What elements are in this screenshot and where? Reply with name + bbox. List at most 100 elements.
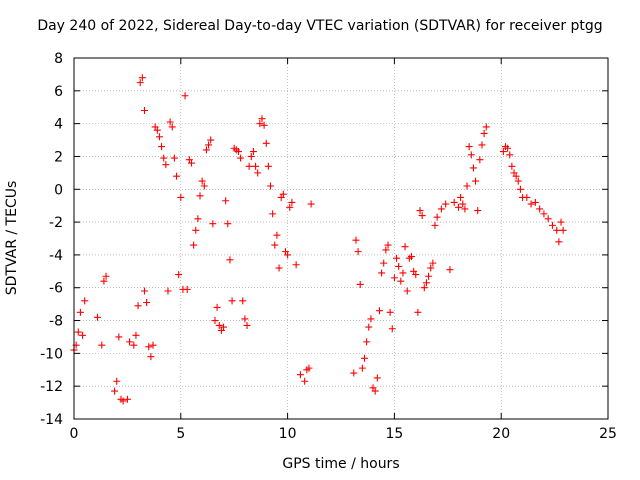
data-point [395, 262, 403, 270]
data-point [145, 343, 153, 351]
data-point [499, 148, 507, 156]
data-point [442, 200, 450, 208]
y-tick-label: -12 [40, 379, 63, 395]
data-point [286, 203, 294, 211]
data-point [228, 297, 236, 305]
data-point [100, 277, 108, 285]
data-point [275, 264, 283, 272]
data-point [365, 323, 373, 331]
data-point [393, 254, 401, 262]
data-point [284, 251, 292, 259]
data-point [198, 177, 206, 185]
y-tick-label: -8 [49, 314, 63, 330]
data-point [211, 317, 219, 325]
data-point [113, 377, 121, 385]
data-point [93, 313, 101, 321]
data-point [504, 144, 512, 152]
data-point [457, 193, 465, 201]
data-point [555, 238, 563, 246]
data-point [427, 264, 435, 272]
axis-ticks: 0 5 10 15 20 25 -14 -12 -10 -8 -6 -4 -2 0 2 4 6 8 [40, 51, 617, 442]
y-tick-label: -6 [49, 281, 63, 297]
data-point [352, 236, 360, 244]
data-point [356, 280, 364, 288]
data-point [454, 203, 462, 211]
data-point [239, 297, 247, 305]
data-point [224, 220, 232, 228]
data-point [247, 152, 255, 160]
data-point [271, 241, 279, 249]
data-point [371, 387, 379, 395]
data-point [474, 207, 482, 215]
data-point [147, 353, 155, 361]
data-point [234, 148, 242, 156]
data-point [380, 259, 388, 267]
data-point [516, 185, 524, 193]
data-point [354, 248, 362, 256]
data-point [292, 261, 300, 269]
data-point [132, 331, 140, 339]
data-point [350, 369, 358, 377]
data-point [437, 205, 445, 213]
data-point [378, 269, 386, 277]
data-point [81, 297, 89, 305]
y-axis-label: SDTVAR / TECUs [4, 180, 20, 296]
grid-lines [74, 58, 608, 419]
data-point [149, 341, 157, 349]
data-point [166, 118, 174, 126]
x-axis-label: GPS time / hours [282, 456, 400, 472]
y-tick-label: -10 [40, 346, 63, 362]
y-tick-label: 0 [54, 182, 63, 198]
data-point [74, 328, 82, 336]
data-point [446, 266, 454, 274]
data-point [363, 338, 371, 346]
data-point [414, 308, 422, 316]
data-point [237, 154, 245, 162]
data-point [301, 377, 309, 385]
data-point [399, 269, 407, 277]
data-point [553, 226, 561, 234]
data-point [164, 287, 172, 295]
data-point [422, 279, 430, 287]
data-point [194, 215, 202, 223]
data-point [196, 192, 204, 200]
data-point [76, 308, 84, 316]
data-point [527, 200, 535, 208]
data-point [548, 221, 556, 229]
data-point [307, 200, 315, 208]
data-points [70, 74, 567, 405]
data-point [215, 321, 223, 329]
data-point [200, 182, 208, 190]
data-point [512, 172, 520, 180]
plot-frame [73, 57, 609, 420]
data-point [123, 395, 131, 403]
data-point [140, 287, 148, 295]
data-point [175, 271, 183, 279]
data-point [153, 126, 161, 134]
data-point [386, 308, 394, 316]
x-tick-label: 20 [492, 426, 510, 442]
data-point [207, 136, 215, 144]
y-tick-label: -2 [49, 215, 63, 231]
data-point [450, 198, 458, 206]
data-point [472, 177, 480, 185]
data-point [262, 139, 270, 147]
data-point [168, 123, 176, 131]
data-point [382, 246, 390, 254]
data-point [540, 210, 548, 218]
data-point [433, 213, 441, 221]
data-point [79, 331, 87, 339]
y-tick-label: -4 [49, 248, 63, 264]
data-point [258, 115, 266, 123]
data-point [252, 162, 260, 170]
data-point [506, 151, 514, 159]
data-point [412, 271, 420, 279]
data-point [269, 210, 277, 218]
data-point [222, 197, 230, 205]
data-point [531, 198, 539, 206]
y-tick-label: 6 [54, 84, 63, 100]
data-point [181, 92, 189, 100]
data-point [407, 253, 415, 261]
data-point [461, 205, 469, 213]
